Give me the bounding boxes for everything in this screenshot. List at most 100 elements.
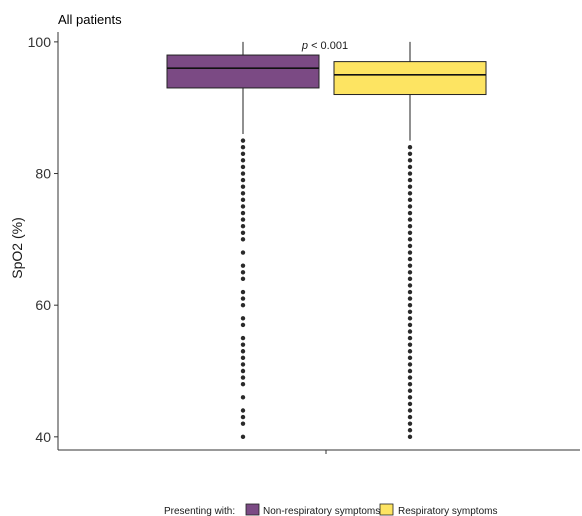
outlier-point-non-respiratory bbox=[240, 395, 246, 400]
outlier-point-respiratory bbox=[407, 171, 413, 176]
outlier-point-respiratory bbox=[407, 342, 413, 347]
outlier-point-non-respiratory bbox=[240, 164, 246, 170]
outlier-point-respiratory bbox=[407, 434, 413, 440]
outlier-point-respiratory bbox=[407, 191, 413, 196]
outlier-point-respiratory bbox=[407, 283, 413, 288]
legend-title: Presenting with: bbox=[164, 506, 235, 516]
plot-area: 40 60 80 100 bbox=[28, 32, 580, 454]
outlier-point-respiratory bbox=[407, 428, 413, 433]
outlier-point-non-respiratory bbox=[240, 322, 246, 328]
outlier-point-non-respiratory bbox=[240, 381, 246, 387]
p-value-annotation: p < 0.001 bbox=[301, 40, 348, 52]
p-value-text: < 0.001 bbox=[308, 40, 348, 52]
outlier-point-respiratory bbox=[407, 289, 413, 295]
outlier-point-respiratory bbox=[407, 421, 413, 426]
outlier-point-respiratory bbox=[407, 349, 413, 354]
outlier-point-respiratory bbox=[407, 401, 413, 407]
outlier-point-respiratory bbox=[407, 408, 413, 413]
outlier-point-non-respiratory bbox=[240, 237, 246, 242]
outlier-point-respiratory bbox=[407, 375, 413, 380]
outlier-point-non-respiratory bbox=[240, 375, 246, 380]
legend-label-respiratory: Respiratory symptoms bbox=[398, 506, 497, 516]
outlier-point-non-respiratory bbox=[240, 144, 246, 150]
box-non-respiratory bbox=[166, 54, 320, 89]
outlier-point-respiratory bbox=[407, 151, 413, 156]
outlier-point-respiratory bbox=[407, 322, 413, 328]
outlier-point-non-respiratory bbox=[240, 184, 246, 189]
outlier-point-respiratory bbox=[407, 204, 413, 209]
outlier-point-non-respiratory bbox=[240, 230, 246, 235]
chart-title: All patients bbox=[58, 12, 122, 27]
outlier-point-respiratory bbox=[407, 270, 413, 275]
outlier-point-non-respiratory bbox=[240, 158, 246, 163]
outlier-point-non-respiratory bbox=[240, 177, 246, 183]
outlier-point-respiratory bbox=[407, 362, 413, 367]
outlier-point-respiratory bbox=[407, 164, 413, 170]
outlier-point-non-respiratory bbox=[240, 296, 246, 301]
outlier-point-non-respiratory bbox=[240, 414, 246, 420]
y-tick-label: 80 bbox=[35, 166, 51, 182]
legend-swatch-non-respiratory bbox=[245, 503, 260, 516]
outlier-point-non-respiratory bbox=[240, 210, 246, 216]
legend-swatch-respiratory bbox=[379, 503, 394, 516]
outlier-point-respiratory bbox=[407, 223, 413, 229]
legend-label-non-respiratory: Non-respiratory symptoms bbox=[263, 506, 380, 516]
outlier-point-non-respiratory bbox=[240, 223, 246, 229]
outlier-point-non-respiratory bbox=[240, 138, 246, 143]
outlier-point-non-respiratory bbox=[240, 270, 246, 275]
outlier-point-respiratory bbox=[407, 302, 413, 308]
outlier-point-respiratory bbox=[407, 329, 413, 334]
outlier-point-respiratory bbox=[407, 158, 413, 163]
outlier-point-non-respiratory bbox=[240, 250, 246, 255]
y-tick-label: 100 bbox=[28, 34, 52, 50]
outlier-point-non-respiratory bbox=[240, 263, 246, 268]
outlier-point-non-respiratory bbox=[240, 408, 246, 413]
y-tick-label: 60 bbox=[35, 297, 51, 313]
box-respiratory bbox=[333, 61, 487, 96]
outlier-point-respiratory bbox=[407, 217, 413, 222]
outlier-point-non-respiratory bbox=[240, 204, 246, 209]
outlier-point-respiratory bbox=[407, 243, 413, 249]
p-value-symbol: p bbox=[301, 40, 308, 52]
outlier-point-non-respiratory bbox=[240, 289, 246, 295]
outlier-point-respiratory bbox=[407, 355, 413, 361]
outlier-point-respiratory bbox=[407, 197, 413, 203]
outlier-point-respiratory bbox=[407, 276, 413, 282]
outlier-point-non-respiratory bbox=[240, 421, 246, 426]
y-axis-title: SpO2 (%) bbox=[9, 217, 25, 278]
y-tick-label: 40 bbox=[35, 429, 51, 445]
outlier-point-non-respiratory bbox=[240, 335, 246, 341]
outlier-point-respiratory bbox=[407, 210, 413, 216]
outlier-point-respiratory bbox=[407, 395, 413, 400]
legend: Presenting with: Non-respiratory symptom… bbox=[164, 503, 497, 516]
outlier-point-respiratory bbox=[407, 316, 413, 321]
outlier-point-non-respiratory bbox=[240, 191, 246, 196]
outlier-point-non-respiratory bbox=[240, 276, 246, 282]
outlier-point-respiratory bbox=[407, 144, 413, 150]
outlier-point-non-respiratory bbox=[240, 171, 246, 176]
outlier-point-non-respiratory bbox=[240, 355, 246, 361]
outlier-point-respiratory bbox=[407, 263, 413, 268]
outlier-point-non-respiratory bbox=[240, 362, 246, 367]
outlier-point-respiratory bbox=[407, 368, 413, 374]
outlier-point-respiratory bbox=[407, 256, 413, 262]
outlier-point-respiratory bbox=[407, 335, 413, 341]
outlier-point-non-respiratory bbox=[240, 342, 246, 347]
outlier-point-respiratory bbox=[407, 184, 413, 189]
outlier-point-respiratory bbox=[407, 414, 413, 420]
outlier-point-non-respiratory bbox=[240, 349, 246, 354]
outlier-point-non-respiratory bbox=[240, 197, 246, 203]
outlier-point-respiratory bbox=[407, 230, 413, 235]
outlier-point-non-respiratory bbox=[240, 368, 246, 374]
outlier-point-non-respiratory bbox=[240, 434, 246, 440]
outlier-point-respiratory bbox=[407, 250, 413, 255]
outlier-point-respiratory bbox=[407, 388, 413, 393]
outlier-point-respiratory bbox=[407, 237, 413, 242]
outlier-point-non-respiratory bbox=[240, 316, 246, 321]
outlier-point-non-respiratory bbox=[240, 217, 246, 222]
outlier-point-respiratory bbox=[407, 177, 413, 183]
outlier-point-non-respiratory bbox=[240, 151, 246, 156]
outlier-point-respiratory bbox=[407, 309, 413, 314]
outlier-point-respiratory bbox=[407, 381, 413, 387]
